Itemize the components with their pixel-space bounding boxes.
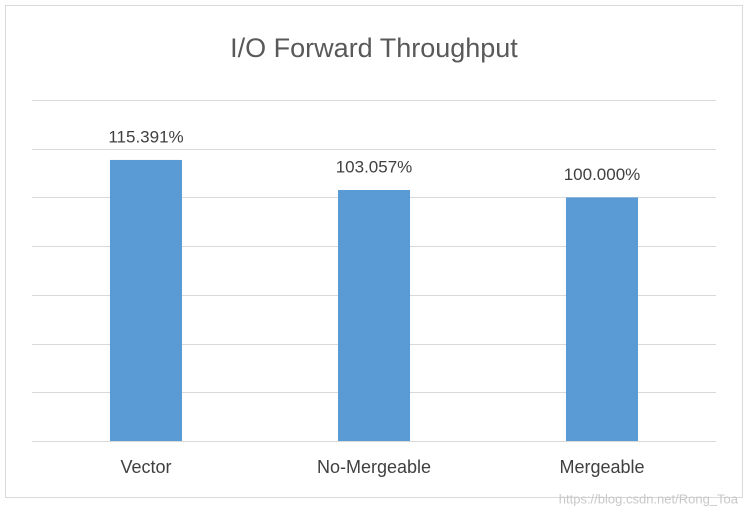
bar (337, 189, 411, 441)
value-label: 100.000% (564, 165, 641, 184)
value-label: 103.057% (336, 157, 413, 176)
value-label: 115.391% (108, 127, 183, 146)
x-tick-label: Mergeable (559, 457, 644, 477)
x-tick-label: Vector (120, 457, 171, 477)
bar (565, 197, 639, 441)
chart-title: I/O Forward Throughput (230, 33, 518, 63)
bar (109, 159, 183, 441)
x-tick-label: No-Mergeable (317, 457, 431, 477)
watermark: https://blog.csdn.net/Rong_Toa (559, 491, 739, 506)
